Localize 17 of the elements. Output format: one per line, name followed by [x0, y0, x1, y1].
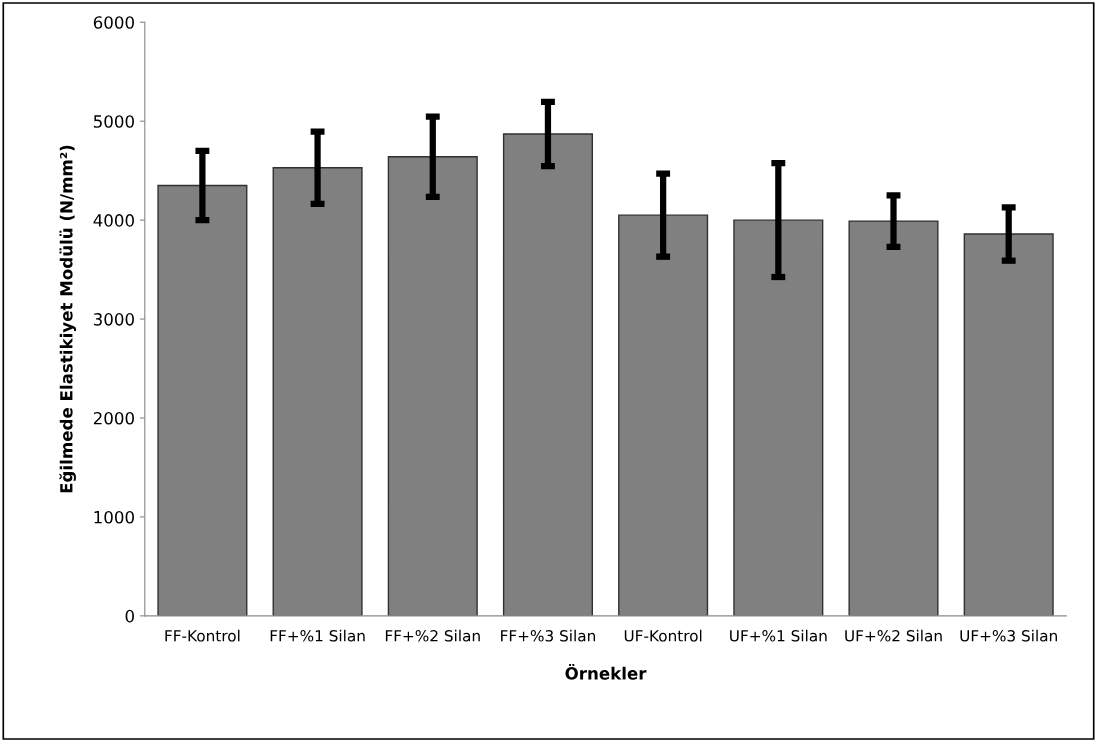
y-tick-label: 5000: [93, 115, 134, 128]
x-tick-label: UF+%3 Silan: [960, 629, 1057, 642]
x-tick-label: FF+%3 Silan: [501, 629, 596, 642]
y-axis-title: Eğilmede Elastikiyet Modülü (N/mm²): [59, 145, 76, 493]
x-tick-label: FF+%1 Silan: [270, 629, 365, 642]
x-tick-label: FF+%2 Silan: [385, 629, 480, 642]
x-tick-label: UF+%1 Silan: [730, 629, 827, 642]
x-tick-label: UF+%2 Silan: [845, 629, 942, 642]
y-tick-label: 3000: [93, 313, 134, 326]
y-tick-label: 6000: [93, 16, 134, 29]
y-tick-label: 0: [125, 609, 134, 623]
y-tick-label: 1000: [94, 510, 134, 524]
x-tick-label: FF-Kontrol: [165, 629, 240, 642]
x-axis-title: Örnekler: [565, 664, 647, 680]
y-tick-label: 4000: [93, 214, 134, 227]
y-tick-label: 2000: [93, 411, 134, 425]
x-tick-label: UF-Kontrol: [624, 629, 702, 642]
